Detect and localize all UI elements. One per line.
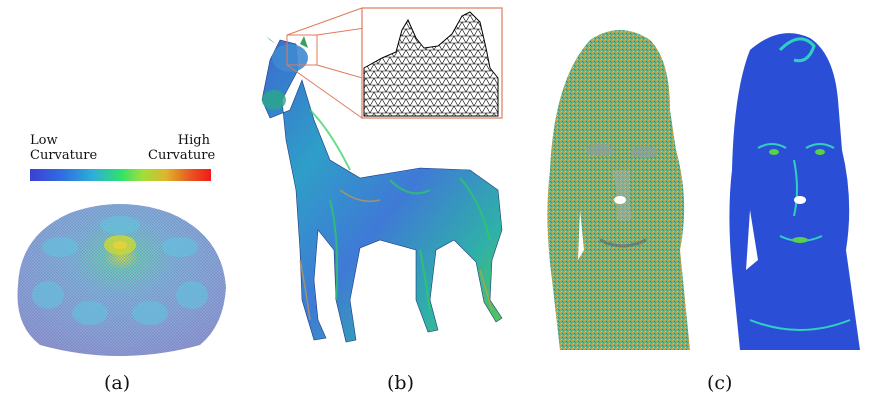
legend-high-line1: High <box>177 133 210 148</box>
legend-high-line2: Curvature <box>148 148 216 163</box>
legend-low-line2: Curvature <box>30 148 98 163</box>
caption-c: (c) <box>707 372 733 394</box>
face-scan-curvature <box>729 33 860 350</box>
caption-a: (a) <box>104 372 131 394</box>
horse-figure <box>261 7 503 343</box>
wireframe-inset <box>361 7 503 119</box>
legend-low-line1: Low <box>30 133 58 148</box>
legend-high-label: High Curvature <box>148 133 216 163</box>
surface-mesh-figure <box>17 204 226 356</box>
legend-low-label: Low Curvature <box>30 133 97 163</box>
caption-b: (b) <box>387 372 414 394</box>
curvature-colorbar <box>30 169 211 181</box>
face-scan-noisy <box>547 30 690 350</box>
